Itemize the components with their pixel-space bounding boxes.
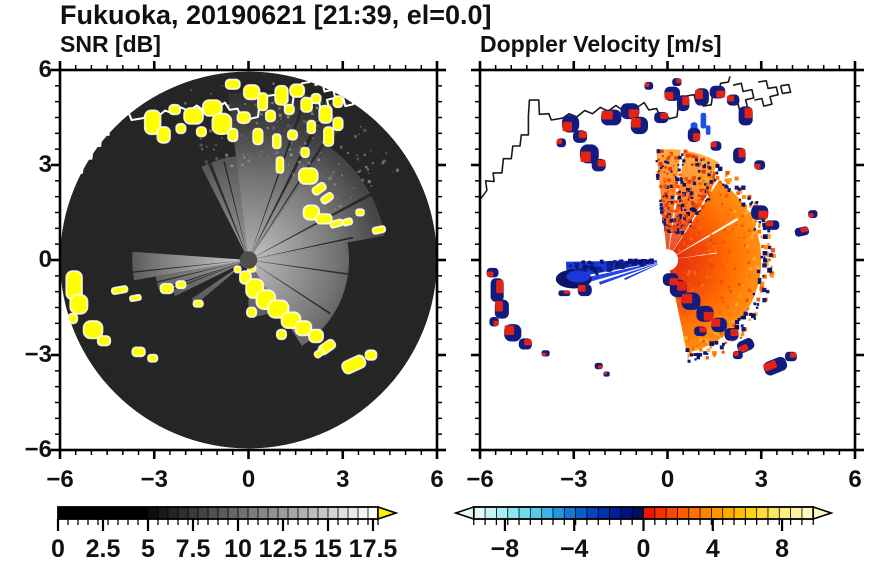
- vel-xtick-label-3: 3: [754, 466, 768, 493]
- coastline-pier: [729, 82, 755, 111]
- velocity-cbar-label-0: 0: [636, 535, 651, 563]
- vel-svg: [471, 61, 864, 459]
- snr-xtick-label-6: 6: [430, 466, 444, 493]
- figure-title: Fukuoka, 20190621 [21:39, el=0.0]: [60, 0, 492, 30]
- ytick-label--3: −3: [24, 341, 52, 368]
- velocity-panel-title: Doppler Velocity [m/s]: [480, 31, 722, 57]
- velocity-colorbar-under-arrow: [453, 505, 475, 521]
- coastline-pier: [779, 83, 792, 95]
- vel-xtick-label-0: 0: [660, 466, 675, 493]
- snr-xtick-label--6: −6: [46, 466, 74, 493]
- radar-center-hole: [656, 249, 679, 271]
- snr-cbar-label-7.5: 7.5: [175, 535, 211, 563]
- coastline-pier: [361, 83, 374, 95]
- colorbars-svg: [56, 505, 834, 531]
- snr-scene: [60, 71, 437, 449]
- snr-cbar-label-17.5: 17.5: [348, 535, 398, 563]
- vel-xtick-label--6: −6: [466, 466, 494, 493]
- snr-cbar-label-5: 5: [141, 535, 155, 563]
- snr-cbar-label-12.5: 12.5: [258, 535, 308, 563]
- ytick-label-3: 3: [38, 151, 52, 178]
- snr-panel-title: SNR [dB]: [60, 31, 161, 57]
- velocity-cbar-label-4: 4: [705, 535, 720, 563]
- vel-xtick-label--3: −3: [560, 466, 588, 493]
- snr-ppi-plot: [46, 56, 451, 464]
- velocity-scene: [479, 76, 818, 377]
- snr-colorbar-over-arrow: [377, 505, 399, 521]
- velocity-colorbar-over-arrow: [812, 505, 834, 521]
- ytick-label--6: −6: [24, 436, 52, 463]
- velocity-cbar-label--8: −8: [490, 535, 520, 563]
- snr-cbar-label-15: 15: [314, 535, 342, 563]
- velocity-ppi-plot: [466, 56, 869, 464]
- vel-xtick-label-6: 6: [848, 466, 862, 493]
- velocity-cbar-label--4: −4: [559, 535, 589, 563]
- coastline-pier: [311, 82, 337, 111]
- snr-svg: [51, 61, 446, 459]
- coastline-pier: [754, 79, 779, 107]
- snr-xtick-label-0: 0: [241, 466, 256, 493]
- snr-cbar-label-2.5: 2.5: [85, 535, 121, 563]
- snr-cbar-label-10: 10: [224, 535, 252, 563]
- ytick-label-0: 0: [38, 246, 52, 273]
- snr-xtick-label-3: 3: [336, 466, 350, 493]
- snr-xtick-label--3: −3: [140, 466, 168, 493]
- velocity-cbar-label-8: 8: [775, 535, 789, 563]
- radar-center-hub: [239, 251, 258, 269]
- snr-cbar-label-0: 0: [51, 535, 65, 563]
- ytick-label-6: 6: [38, 56, 52, 83]
